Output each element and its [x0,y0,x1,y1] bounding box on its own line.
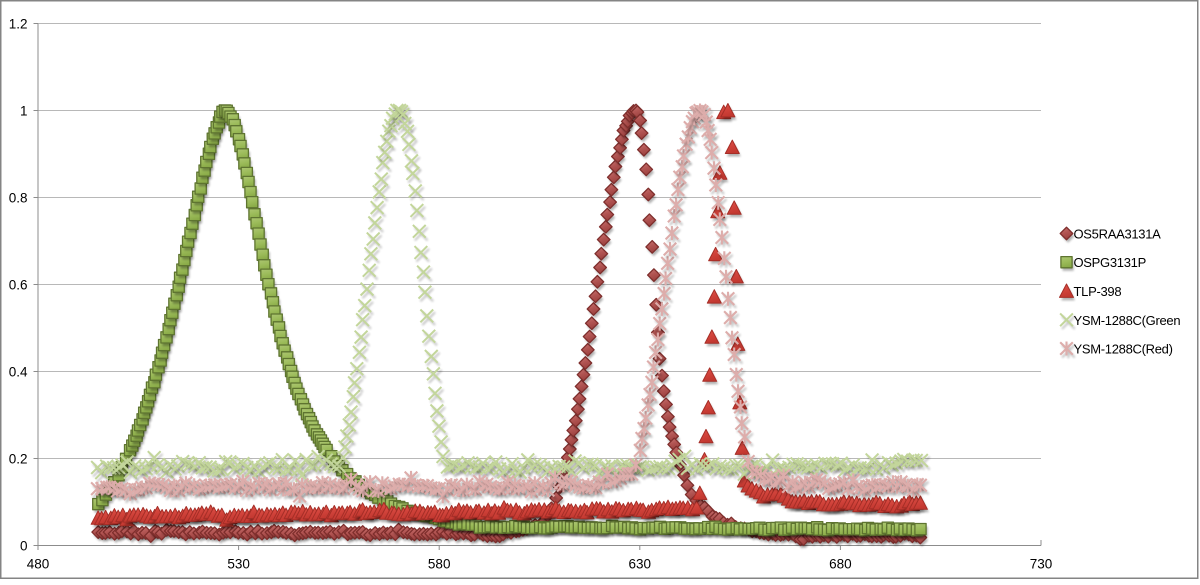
svg-text:1.2: 1.2 [9,17,28,32]
svg-text:580: 580 [428,557,451,572]
svg-text:630: 630 [629,557,652,572]
svg-text:480: 480 [27,557,50,572]
svg-text:0.6: 0.6 [9,278,28,293]
svg-text:0.2: 0.2 [9,452,28,467]
svg-text:0.4: 0.4 [9,365,28,380]
svg-text:YSM-1288C(Red): YSM-1288C(Red) [1074,342,1173,357]
svg-text:730: 730 [1030,557,1053,572]
svg-text:TLP-398: TLP-398 [1074,284,1122,299]
svg-text:680: 680 [829,557,852,572]
svg-text:530: 530 [227,557,250,572]
svg-text:OS5RAA3131A: OS5RAA3131A [1074,227,1162,242]
svg-text:OSPG3131P: OSPG3131P [1074,255,1146,270]
svg-text:1: 1 [20,104,28,119]
svg-text:0: 0 [20,539,28,554]
svg-text:YSM-1288C(Green: YSM-1288C(Green [1074,313,1181,328]
svg-text:0.8: 0.8 [9,191,28,206]
